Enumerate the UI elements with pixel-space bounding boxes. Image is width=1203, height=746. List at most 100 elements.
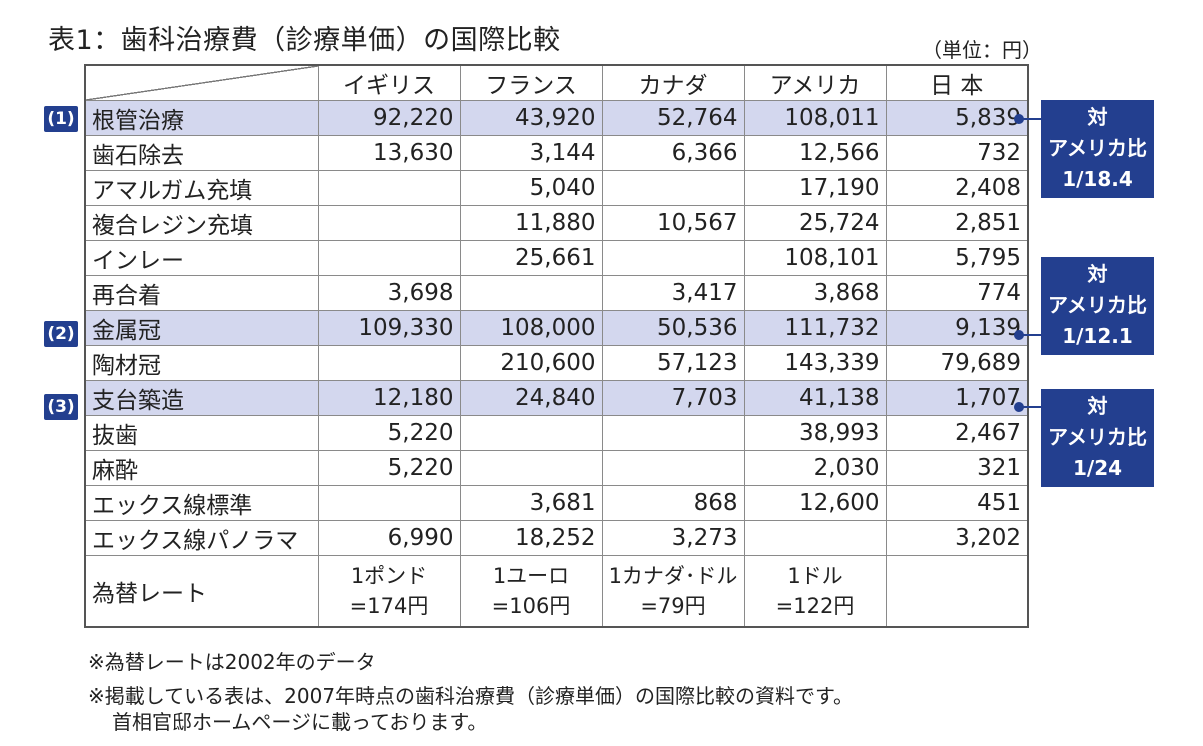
column-header: アメリカ	[743, 64, 887, 101]
row-label: 為替レート	[84, 555, 319, 628]
value-cell: 109,330	[317, 310, 461, 346]
rate-cell: 1ユーロ =106円	[459, 555, 603, 628]
rate-cell	[885, 555, 1029, 628]
value-cell: 3,417	[601, 275, 745, 311]
value-cell: 451	[885, 485, 1029, 521]
value-cell: 12,600	[743, 485, 887, 521]
row-label: 歯石除去	[84, 135, 319, 171]
value-cell: 13,630	[317, 135, 461, 171]
value-cell: 6,990	[317, 520, 461, 556]
value-cell: 143,339	[743, 345, 887, 381]
value-cell: 11,880	[459, 205, 603, 241]
value-cell: 10,567	[601, 205, 745, 241]
table-body: 根管治療 92,220 43,920 52,764 108,011 5,839 歯石除去 13…	[84, 100, 1029, 556]
row-label: 再合着	[84, 275, 319, 311]
table-row: エックス線標準 3,681 868 12,600 451	[84, 485, 1029, 521]
value-cell: 57,123	[601, 345, 745, 381]
header-row: イギリス フランス カナダ アメリカ 日 本	[84, 64, 1029, 101]
rate-cell: 1ポンド =174円	[317, 555, 461, 628]
value-cell: 17,190	[743, 170, 887, 206]
value-cell: 3,202	[885, 520, 1029, 556]
value-cell: 24,840	[459, 380, 603, 416]
marker-badge-3: (3)	[44, 394, 78, 420]
table-row: 再合着 3,698 3,417 3,868 774	[84, 275, 1029, 311]
value-cell	[601, 415, 745, 451]
value-cell: 5,220	[317, 450, 461, 486]
value-cell: 3,681	[459, 485, 603, 521]
value-cell: 43,920	[459, 100, 603, 136]
value-cell: 3,868	[743, 275, 887, 311]
row-label: エックス線標準	[84, 485, 319, 521]
row-label: アマルガム充填	[84, 170, 319, 206]
footnote-3: 首相官邸ホームページに載っております。	[112, 710, 488, 734]
rate-cell: 1カナダ･ドル =79円	[601, 555, 745, 628]
row-label: 抜歯	[84, 415, 319, 451]
value-cell: 25,661	[459, 240, 603, 276]
footnote-1: ※為替レートは2002年のデータ	[88, 650, 376, 674]
value-cell	[459, 415, 603, 451]
column-header: 日 本	[885, 64, 1029, 101]
table-row: 金属冠 109,330 108,000 50,536 111,732 9,139	[84, 310, 1029, 346]
ratio-callout-2: 対アメリカ比 1/12.1	[1041, 257, 1154, 355]
value-cell: 38,993	[743, 415, 887, 451]
corner-cell	[84, 64, 319, 101]
value-cell: 108,000	[459, 310, 603, 346]
row-label: 金属冠	[84, 310, 319, 346]
value-cell: 108,101	[743, 240, 887, 276]
value-cell	[317, 485, 461, 521]
value-cell	[459, 275, 603, 311]
table-row: 抜歯 5,220 38,993 2,467	[84, 415, 1029, 451]
value-cell	[743, 520, 887, 556]
value-cell: 111,732	[743, 310, 887, 346]
row-label: インレー	[84, 240, 319, 276]
row-label: 支台築造	[84, 380, 319, 416]
value-cell: 774	[885, 275, 1029, 311]
column-header: カナダ	[601, 64, 745, 101]
connector-dot-1	[1014, 114, 1024, 124]
value-cell	[317, 170, 461, 206]
connector-line-3	[1022, 406, 1042, 408]
value-cell: 868	[601, 485, 745, 521]
table-row: 歯石除去 13,630 3,144 6,366 12,566 732	[84, 135, 1029, 171]
value-cell: 732	[885, 135, 1029, 171]
value-cell: 12,180	[317, 380, 461, 416]
value-cell: 50,536	[601, 310, 745, 346]
column-header: イギリス	[317, 64, 461, 101]
value-cell: 2,030	[743, 450, 887, 486]
value-cell: 92,220	[317, 100, 461, 136]
value-cell: 7,703	[601, 380, 745, 416]
value-cell: 3,273	[601, 520, 745, 556]
value-cell: 2,467	[885, 415, 1029, 451]
connector-dot-3	[1014, 402, 1024, 412]
row-label: 麻酔	[84, 450, 319, 486]
table-row: 支台築造 12,180 24,840 7,703 41,138 1,707	[84, 380, 1029, 416]
rate-cell: 1ドル =122円	[743, 555, 887, 628]
value-cell: 321	[885, 450, 1029, 486]
table-row: 麻酔 5,220 2,030 321	[84, 450, 1029, 486]
table-row: 複合レジン充填 11,880 10,567 25,724 2,851	[84, 205, 1029, 241]
comparison-table: イギリス フランス カナダ アメリカ 日 本 根管治療 92,220 43,920 5…	[84, 64, 1029, 628]
ratio-callout-1: 対アメリカ比 1/18.4	[1041, 100, 1154, 198]
value-cell	[317, 205, 461, 241]
value-cell: 210,600	[459, 345, 603, 381]
value-cell: 1,707	[885, 380, 1029, 416]
value-cell: 3,144	[459, 135, 603, 171]
value-cell	[601, 450, 745, 486]
row-label: 複合レジン充填	[84, 205, 319, 241]
value-cell: 18,252	[459, 520, 603, 556]
value-cell: 79,689	[885, 345, 1029, 381]
table-row: 陶材冠 210,600 57,123 143,339 79,689	[84, 345, 1029, 381]
value-cell	[317, 240, 461, 276]
value-cell: 9,139	[885, 310, 1029, 346]
connector-line-2	[1022, 334, 1042, 336]
value-cell: 41,138	[743, 380, 887, 416]
value-cell: 5,839	[885, 100, 1029, 136]
value-cell	[459, 450, 603, 486]
table-row: 根管治療 92,220 43,920 52,764 108,011 5,839	[84, 100, 1029, 136]
ratio-callout-3: 対アメリカ比 1/24	[1041, 389, 1154, 487]
connector-dot-2	[1014, 330, 1024, 340]
table-row: エックス線パノラマ 6,990 18,252 3,273 3,202	[84, 520, 1029, 556]
value-cell: 12,566	[743, 135, 887, 171]
value-cell: 5,795	[885, 240, 1029, 276]
row-label: 根管治療	[84, 100, 319, 136]
